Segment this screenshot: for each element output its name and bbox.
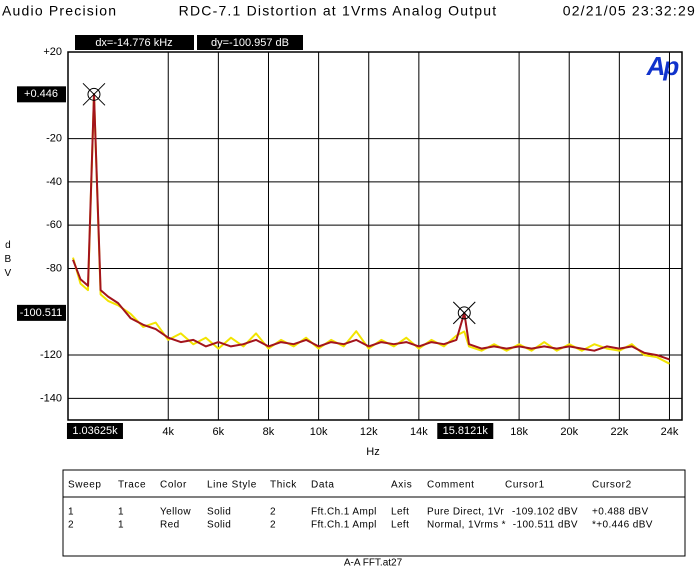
cursor-part [82, 82, 106, 106]
table-cell: Normal, 1Vrms * [427, 520, 506, 531]
dx-box [75, 35, 194, 50]
y-tick-label: -80 [46, 262, 62, 274]
table-header: Color [160, 480, 187, 491]
series-line [72, 93, 670, 361]
x-tick-label: 24k [661, 426, 679, 438]
cursor-x-box [66, 423, 123, 439]
cursor-marker [452, 301, 476, 325]
x-tick-label: 22k [610, 426, 628, 438]
x-tick-label: 20k [560, 426, 578, 438]
table-header: Cursor2 [592, 480, 632, 491]
legend-table-box [62, 469, 686, 557]
footer: A-A FFT.at27 [344, 558, 403, 569]
table-cell: -109.102 dBV [512, 507, 578, 518]
table-cell: 2 [270, 520, 276, 531]
x-tick-label: 10k [310, 426, 328, 438]
table-header: Cursor1 [505, 480, 545, 491]
table-cell: Solid [207, 507, 231, 518]
table-cell: -100.511 dBV [513, 520, 578, 531]
y-tick-label: -140 [40, 392, 62, 404]
table-header: Line Style [207, 480, 257, 491]
cursor-x-box [437, 423, 494, 439]
cursor-part [457, 306, 471, 320]
y-tick-label: -40 [46, 176, 62, 188]
table-cell: 1 [68, 507, 74, 518]
table-cell: Fft.Ch.1 Ampl [311, 507, 377, 518]
cursor-x-label: 15.8121k [443, 425, 489, 437]
table-cell: 2 [68, 520, 74, 531]
y-tick-label: -120 [40, 349, 62, 361]
x-tick-label: 18k [510, 426, 528, 438]
cursor-x-label: 1.03625k [72, 425, 118, 437]
x-axis-label: Hz [366, 446, 379, 458]
cursor-y-label: -100.511 [20, 307, 63, 319]
table-header: Axis [391, 480, 412, 491]
y-axis-label: dBV [2, 240, 13, 282]
table-cell: Red [160, 520, 180, 531]
table-cell: +0.488 dBV [592, 507, 649, 518]
cursor-y-box [17, 86, 66, 103]
table-cell: Pure Direct, 1Vr [427, 507, 504, 518]
table-header: Comment [427, 480, 475, 491]
x-tick-label: 6k [213, 426, 225, 438]
chart-title: RDC-7.1 Distortion at 1Vrms Analog Outpu… [179, 3, 498, 19]
cursor-part [87, 87, 101, 101]
table-cell: 2 [270, 507, 276, 518]
timestamp: 02/21/05 23:32:29 [563, 3, 696, 19]
logo: Ap [646, 51, 680, 81]
dx-readout: dx=-14.776 kHz [95, 37, 172, 49]
y-tick-label: -60 [46, 219, 62, 231]
x-tick-label: 14k [410, 426, 428, 438]
x-tick-label: 4k [162, 426, 174, 438]
table-cell: *+0.446 dBV [592, 520, 653, 531]
table-header: Trace [118, 480, 146, 491]
table-header: Sweep [68, 480, 102, 491]
cursor-y-label: +0.446 [24, 88, 58, 100]
brand: Audio Precision [2, 3, 117, 19]
y-tick-label: +20 [43, 46, 62, 58]
x-tick-label: 12k [360, 426, 378, 438]
table-cell: Yellow [160, 507, 191, 518]
series-line [72, 93, 670, 365]
cursor-y-box [17, 304, 66, 321]
y-tick-label: -20 [46, 132, 62, 144]
cursor-part [452, 301, 476, 325]
table-header: Data [311, 480, 335, 491]
table-cell: Solid [207, 520, 231, 531]
x-tick-label: 8k [263, 426, 275, 438]
table-cell: Left [391, 507, 409, 518]
table-cell: 1 [118, 520, 124, 531]
table-cell: 1 [118, 507, 124, 518]
table-header: Thick [270, 480, 297, 491]
table-cell: Left [391, 520, 409, 531]
plot-area [67, 51, 683, 421]
dy-box [197, 35, 303, 50]
table-cell: Fft.Ch.1 Ampl [311, 520, 377, 531]
cursor-marker [82, 82, 106, 106]
dy-readout: dy=-100.957 dB [211, 37, 289, 49]
